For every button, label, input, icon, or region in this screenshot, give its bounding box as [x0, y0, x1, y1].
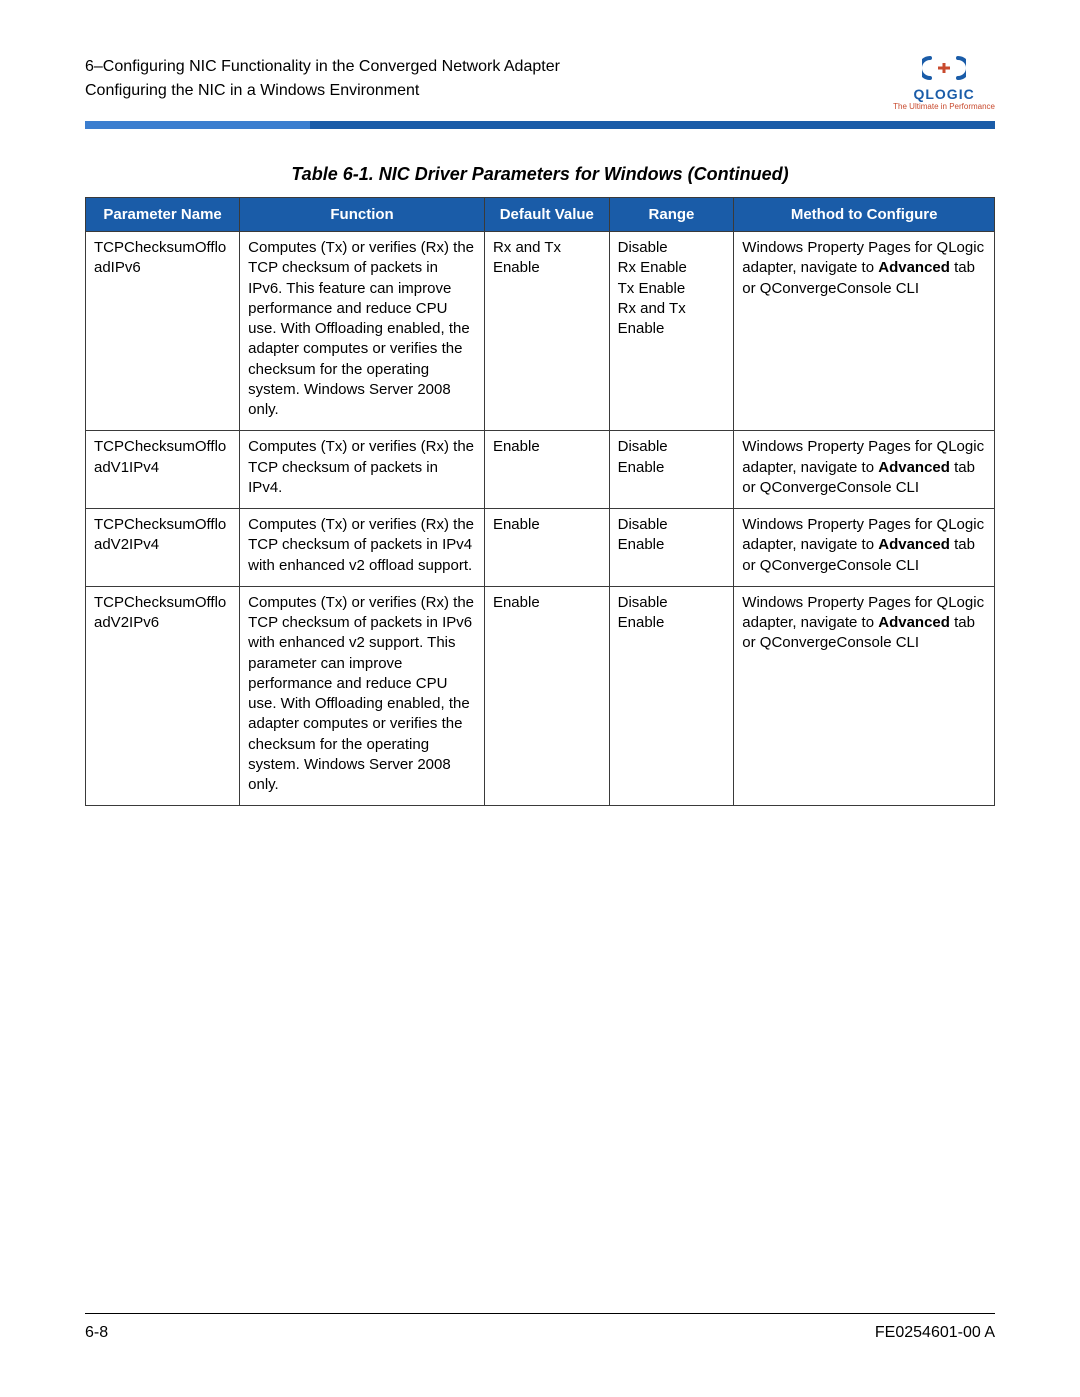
cell-param: TCPChecksumOffloadV2IPv4	[86, 509, 240, 587]
col-header-range: Range	[609, 198, 734, 232]
parameters-table: Parameter Name Function Default Value Ra…	[85, 197, 995, 806]
header-line-1: 6–Configuring NIC Functionality in the C…	[85, 55, 560, 79]
cell-default: Rx and Tx Enable	[484, 232, 609, 431]
logo-tagline: The Ultimate in Performance	[893, 102, 995, 111]
cell-function: Computes (Tx) or verifies (Rx) the TCP c…	[240, 431, 485, 509]
header-rule	[85, 121, 995, 129]
method-bold: Advanced	[878, 259, 950, 276]
footer-doc-id: FE0254601-00 A	[875, 1324, 995, 1342]
cell-function: Computes (Tx) or verifies (Rx) the TCP c…	[240, 586, 485, 806]
footer-page-number: 6-8	[85, 1324, 108, 1342]
cell-param: TCPChecksumOffloadV1IPv4	[86, 431, 240, 509]
col-header-func: Function	[240, 198, 485, 232]
cell-range: Disable Enable	[609, 431, 734, 509]
cell-default: Enable	[484, 509, 609, 587]
cell-function: Computes (Tx) or verifies (Rx) the TCP c…	[240, 509, 485, 587]
qlogic-logo: QLOGIC The Ultimate in Performance	[893, 55, 995, 111]
logo-wordmark: QLOGIC	[893, 86, 995, 102]
col-header-def: Default Value	[484, 198, 609, 232]
cell-range: Disable Rx Enable Tx Enable Rx and Tx En…	[609, 232, 734, 431]
cell-function: Computes (Tx) or verifies (Rx) the TCP c…	[240, 232, 485, 431]
method-bold: Advanced	[878, 459, 950, 476]
header-text-block: 6–Configuring NIC Functionality in the C…	[85, 55, 560, 103]
col-header-param: Parameter Name	[86, 198, 240, 232]
table-caption: Table 6-1. NIC Driver Parameters for Win…	[85, 164, 995, 185]
table-row: TCPChecksumOffloadIPv6Computes (Tx) or v…	[86, 232, 995, 431]
table-row: TCPChecksumOffloadV1IPv4Computes (Tx) or…	[86, 431, 995, 509]
table-header-row: Parameter Name Function Default Value Ra…	[86, 198, 995, 232]
cell-default: Enable	[484, 431, 609, 509]
cell-method: Windows Property Pages for QLogic adapte…	[734, 509, 995, 587]
header-rule-accent	[85, 121, 310, 129]
table-row: TCPChecksumOffloadV2IPv6Computes (Tx) or…	[86, 586, 995, 806]
document-page: 6–Configuring NIC Functionality in the C…	[0, 0, 1080, 861]
page-footer: 6-8 FE0254601-00 A	[85, 1313, 995, 1342]
logo-mark-icon	[893, 55, 995, 86]
cell-param: TCPChecksumOffloadV2IPv6	[86, 586, 240, 806]
method-bold: Advanced	[878, 536, 950, 553]
cell-range: Disable Enable	[609, 509, 734, 587]
cell-method: Windows Property Pages for QLogic adapte…	[734, 232, 995, 431]
table-row: TCPChecksumOffloadV2IPv4Computes (Tx) or…	[86, 509, 995, 587]
col-header-method: Method to Configure	[734, 198, 995, 232]
cell-default: Enable	[484, 586, 609, 806]
cell-method: Windows Property Pages for QLogic adapte…	[734, 431, 995, 509]
page-header: 6–Configuring NIC Functionality in the C…	[85, 55, 995, 111]
cell-param: TCPChecksumOffloadIPv6	[86, 232, 240, 431]
header-line-2: Configuring the NIC in a Windows Environ…	[85, 79, 560, 103]
cell-range: Disable Enable	[609, 586, 734, 806]
method-bold: Advanced	[878, 614, 950, 631]
cell-method: Windows Property Pages for QLogic adapte…	[734, 586, 995, 806]
